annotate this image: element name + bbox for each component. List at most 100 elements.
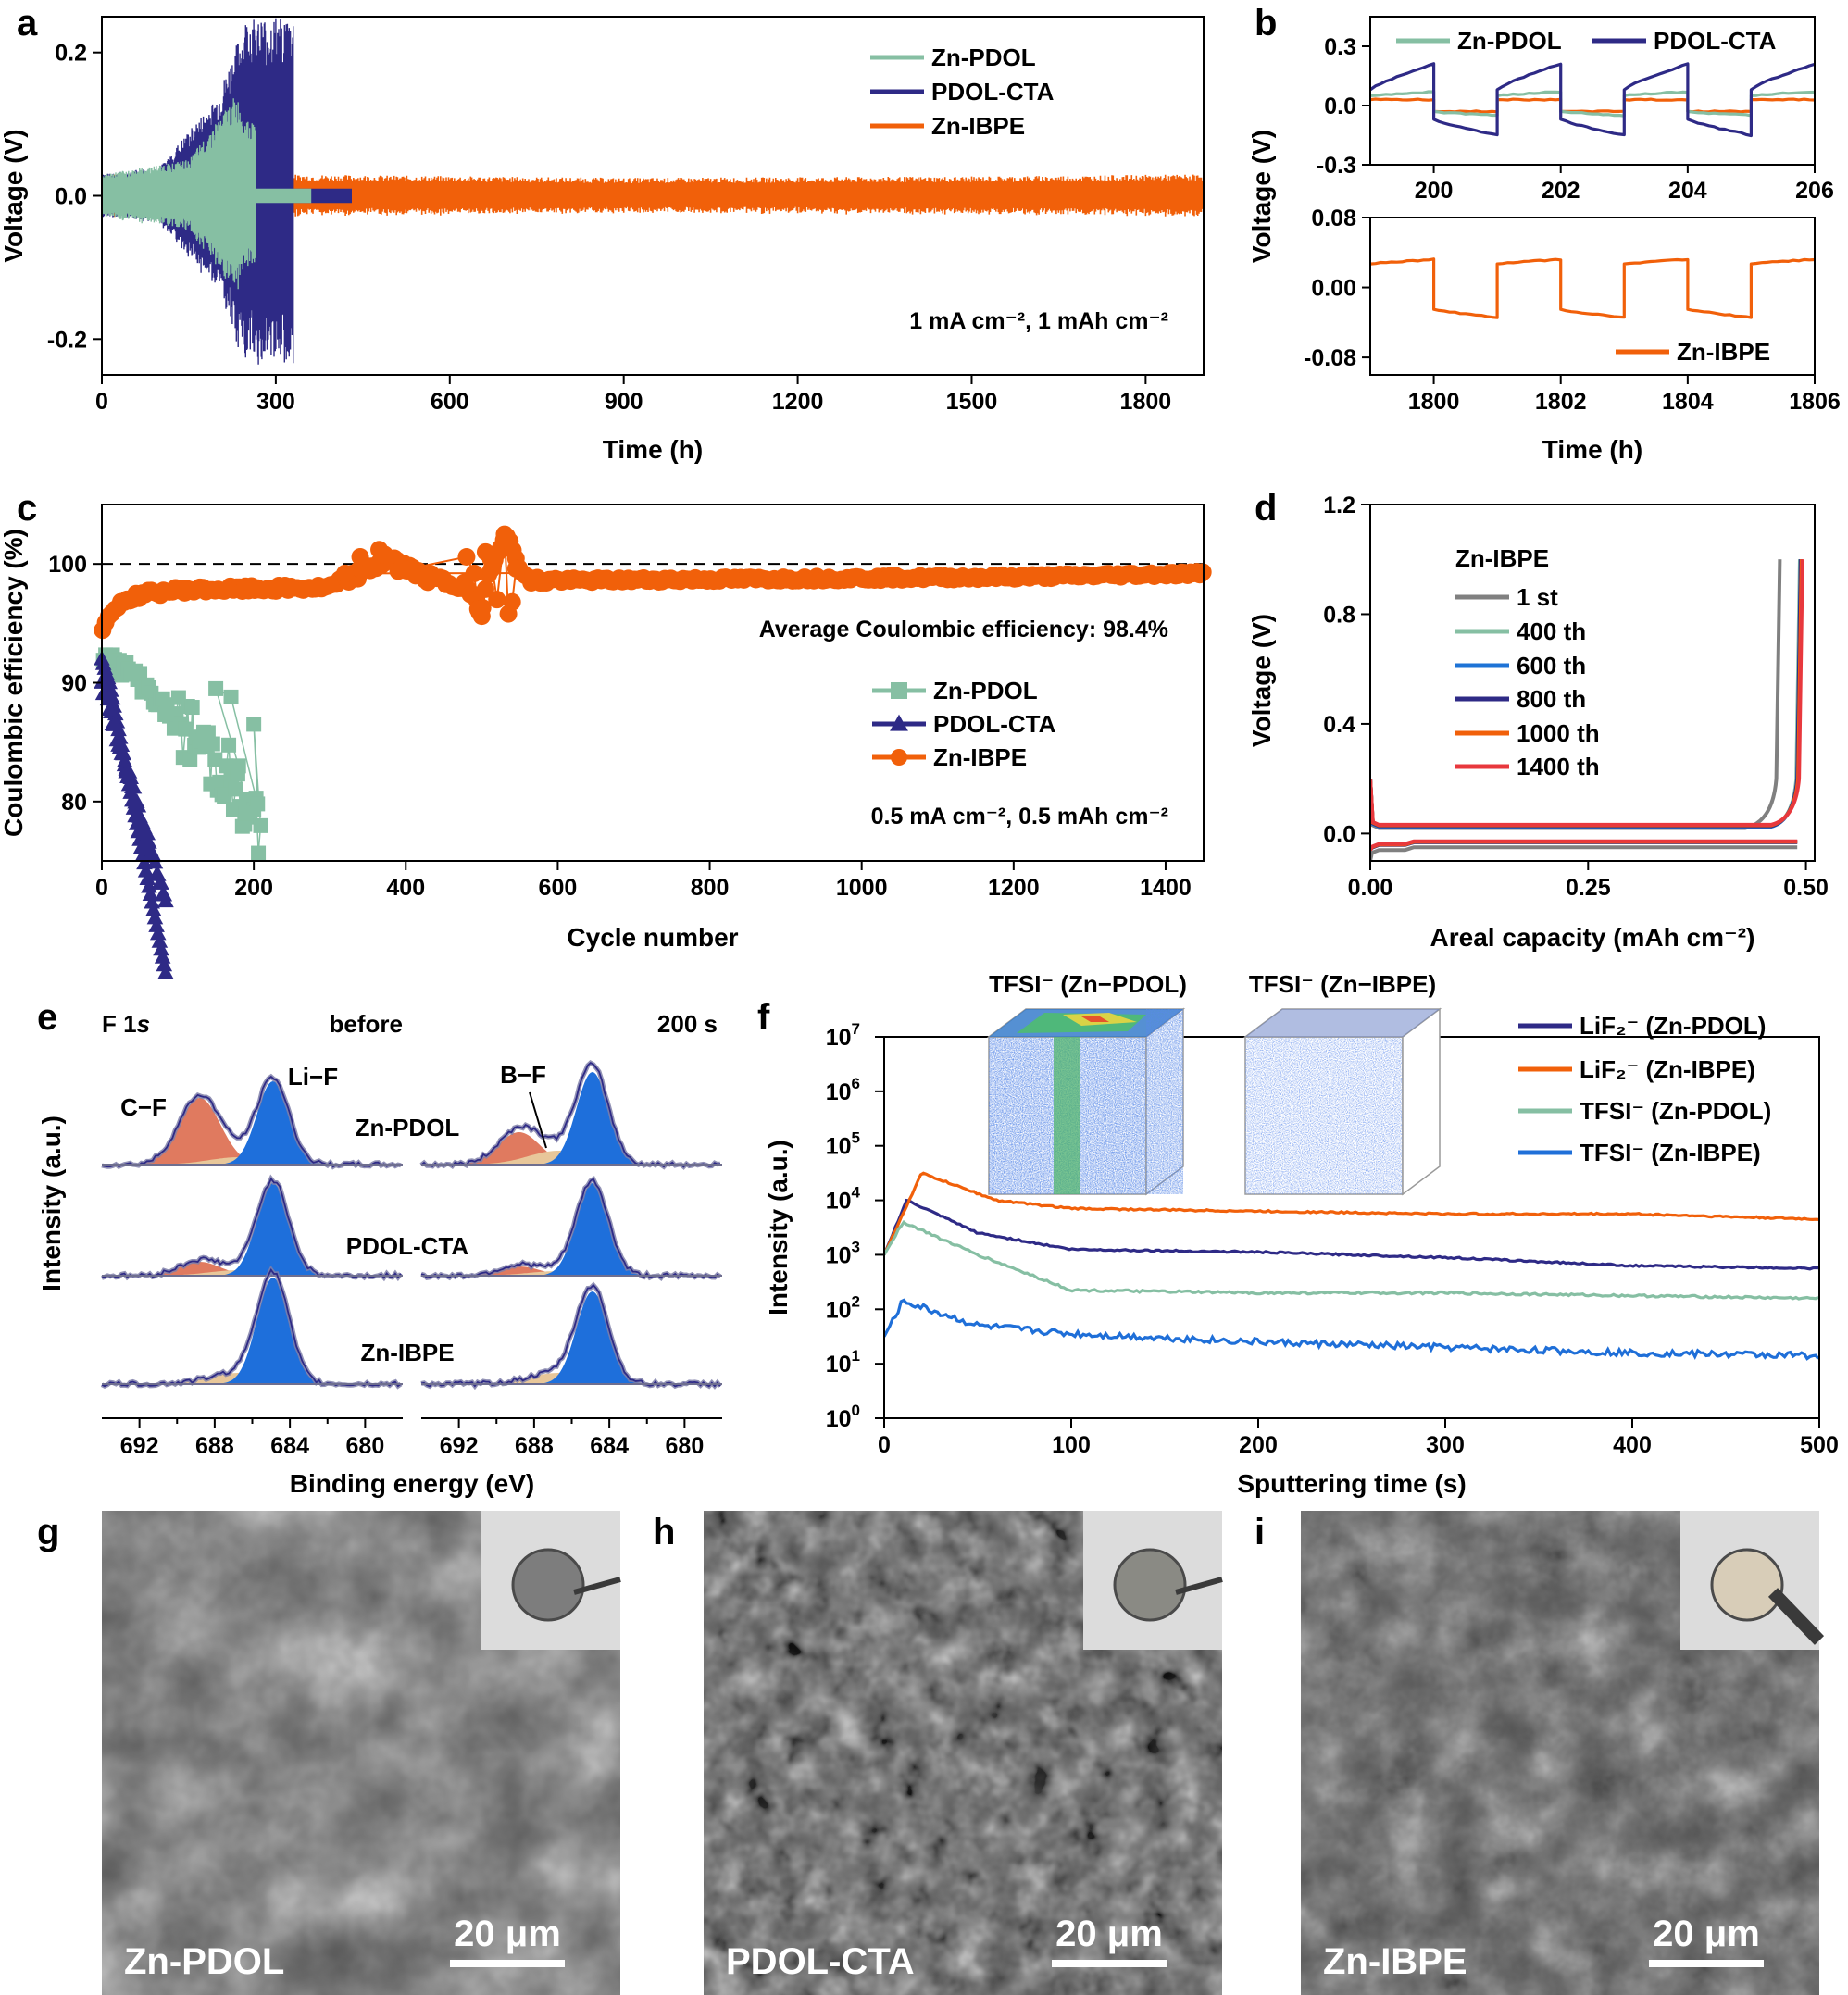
b-top-y-tick: 0.3	[1324, 34, 1356, 60]
sem-scale-label: 20 μm	[454, 1914, 561, 1954]
f-inset-cube-zn-pdol-column	[1054, 1037, 1080, 1194]
e-Zn-PDOL-before-fit	[101, 1075, 402, 1168]
b-legend-zn-ibpe: Zn-IBPE	[1677, 338, 1770, 366]
marker-triangle	[153, 874, 169, 890]
f-y-tick-exponent: 3	[852, 1238, 860, 1255]
marker-triangle	[125, 779, 143, 794]
d-plating-0	[1370, 845, 1798, 861]
f-inset-cube-zn-ibpe-top-tint	[1245, 1009, 1440, 1037]
panel-f-plot	[884, 1171, 1819, 1361]
e-Zn-PDOL-before-peak-CF	[102, 1098, 403, 1165]
marker-square	[208, 680, 224, 696]
e-Zn-IBPE-before-fit	[101, 1267, 402, 1388]
marker-circle	[476, 580, 494, 598]
f-y-tick-exponent: 0	[852, 1402, 860, 1419]
d-x-axis-title: Areal capacity (mAh cm⁻²)	[1430, 923, 1755, 952]
e-PDOL-CTA-after-peak-LiF	[421, 1183, 722, 1276]
sem-scale-bar	[1649, 1960, 1764, 1967]
a-legend-0: Zn-PDOL	[931, 44, 1036, 71]
panel-d-plot	[1370, 559, 1804, 861]
marker-triangle	[103, 704, 119, 719]
panel-label-b: b	[1255, 3, 1277, 44]
f-y-tick-label: 102	[826, 1292, 860, 1323]
marker-triangle	[122, 768, 139, 784]
f-y-tick-exponent: 2	[852, 1292, 860, 1310]
d-y-tick: 1.2	[1323, 493, 1355, 518]
e-y-axis-title: Intensity (a.u.)	[37, 1116, 66, 1291]
sem-inset-tweezer	[573, 1577, 621, 1595]
marker-triangle	[137, 862, 155, 878]
c-x-tick: 0	[95, 875, 108, 901]
a-annotation: 1 mA cm⁻², 1 mAh cm⁻²	[909, 308, 1168, 334]
marker-circle	[336, 564, 355, 582]
e-row-label-1: PDOL-CTA	[346, 1232, 469, 1260]
panel-b-top-frame	[1369, 16, 1816, 166]
b-top-x-tick: 204	[1668, 178, 1707, 204]
b-bottom-y-tick: 0.08	[1311, 206, 1356, 231]
a-legend-2: Zn-IBPE	[931, 112, 1025, 140]
sem-scale-label: 20 μm	[1055, 1914, 1163, 1954]
series-zn-pdol	[102, 98, 312, 290]
e-PDOL-CTA-before-peak-LiF	[102, 1183, 403, 1276]
e-bf-pointer	[529, 1091, 547, 1149]
d-legend-2: 600 th	[1517, 652, 1586, 680]
d-x-tick: 0.25	[1566, 875, 1611, 901]
a-y-tick: 0.0	[55, 184, 87, 210]
b-top-x-tick: 202	[1542, 178, 1580, 204]
panel-d-frame	[1369, 504, 1816, 862]
b-top-y-tick: 0.0	[1324, 94, 1356, 119]
panel-b-top-plot	[1370, 62, 1815, 138]
f-x-tick: 100	[1052, 1432, 1091, 1458]
d-legend-0: 1 st	[1517, 583, 1558, 611]
e-x-tick-label: 684	[590, 1433, 629, 1459]
sem-scale-bar	[1052, 1960, 1167, 1967]
marker-square	[212, 774, 228, 790]
f-inset-cube-zn-ibpe-front-specks	[1245, 1037, 1403, 1194]
e-row-label-2: Zn-IBPE	[360, 1339, 454, 1366]
panel-label-e: e	[37, 997, 57, 1038]
marker-triangle	[145, 847, 162, 863]
e-peak-label-lif: Li−F	[288, 1063, 338, 1091]
marker-triangle	[145, 901, 162, 916]
a-x-tick: 600	[431, 389, 469, 415]
a-x-tick: 300	[256, 389, 295, 415]
b-x-axis-title: Time (h)	[1542, 435, 1642, 464]
f-legend-1: LiF₂⁻ (Zn-IBPE)	[1580, 1055, 1755, 1083]
f-inset-cube-zn-pdol-side-specks	[1146, 1009, 1183, 1194]
f-y-axis-title: Intensity (a.u.)	[764, 1140, 793, 1315]
marker-circle	[488, 591, 506, 609]
f-inset-cube-zn-ibpe-side	[1402, 1007, 1441, 1196]
c-y-axis-title: Coulombic efficiency (%)	[0, 529, 28, 837]
marker-square	[182, 752, 198, 767]
e-x-tick-label: 684	[270, 1433, 309, 1459]
panel-label-h: h	[653, 1512, 675, 1552]
marker-circle	[362, 557, 381, 576]
c-annotation-conditions: 0.5 mA cm⁻², 0.5 mAh cm⁻²	[871, 804, 1168, 829]
d-legend-1: 400 th	[1517, 617, 1586, 645]
marker-square	[221, 737, 237, 753]
marker-triangle	[153, 941, 169, 956]
marker-square	[238, 805, 254, 821]
d-x-tick: 0.50	[1783, 875, 1829, 901]
f-inset-cube-zn-pdol-hotspot-red	[1081, 1016, 1109, 1022]
sem-scale-label: 20 μm	[1653, 1914, 1760, 1954]
f-y-tick-exponent: 5	[852, 1129, 860, 1147]
f-legend-2: TFSI⁻ (Zn-PDOL)	[1580, 1097, 1771, 1125]
e-x-tick-label: 692	[120, 1433, 159, 1459]
f-y-tick-exponent: 4	[852, 1184, 861, 1202]
marker-triangle	[156, 956, 173, 972]
e-x-tick-label: 680	[666, 1433, 705, 1459]
a-x-tick: 900	[605, 389, 643, 415]
a-x-axis-title: Time (h)	[603, 435, 703, 464]
sem-inset-coin	[1113, 1548, 1187, 1622]
marker-square	[228, 781, 243, 797]
f-y-tick-label: 104	[826, 1184, 861, 1215]
d-y-tick: 0.0	[1323, 821, 1355, 847]
d-y-tick: 0.8	[1323, 602, 1355, 628]
a-y-tick: 0.2	[55, 41, 87, 67]
marker-circle	[472, 607, 491, 626]
e-Zn-PDOL-before-peak-LiF	[102, 1081, 403, 1165]
a-x-tick: 1500	[946, 389, 998, 415]
b-bottom-x-tick: 1802	[1535, 389, 1587, 415]
f-x-tick: 300	[1426, 1432, 1465, 1458]
